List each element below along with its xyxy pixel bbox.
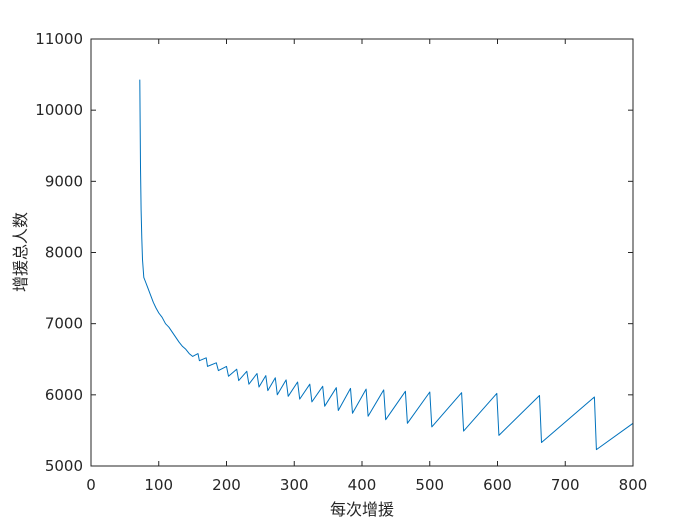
x-axis-label: 每次增援 [330,500,394,519]
x-tick-label: 800 [619,476,648,494]
y-axis-label: 增援总人数 [11,212,30,292]
x-tick-label: 100 [144,476,173,494]
y-tick-label: 7000 [45,315,83,333]
x-tick-label: 0 [86,476,96,494]
plot-area [91,39,633,466]
x-tick-label: 700 [551,476,580,494]
x-tick-label: 200 [212,476,241,494]
plot-frame [90,38,634,467]
tick-layer: 0 100 200 300 400 500 600 700 800 5000 6000 7000 800… [35,30,647,494]
x-tick-label: 600 [483,476,512,494]
x-tick-label: 400 [348,476,377,494]
y-tick-label: 10000 [35,101,83,119]
y-tick-label: 5000 [45,457,83,475]
x-tick-label: 500 [415,476,444,494]
y-tick-label: 8000 [45,244,83,262]
x-tick-label: 300 [280,476,309,494]
series-line [139,79,634,451]
series-layer [139,79,634,451]
y-tick-label: 6000 [45,386,83,404]
y-tick-label: 9000 [45,172,83,190]
y-tick-label: 11000 [35,30,83,48]
